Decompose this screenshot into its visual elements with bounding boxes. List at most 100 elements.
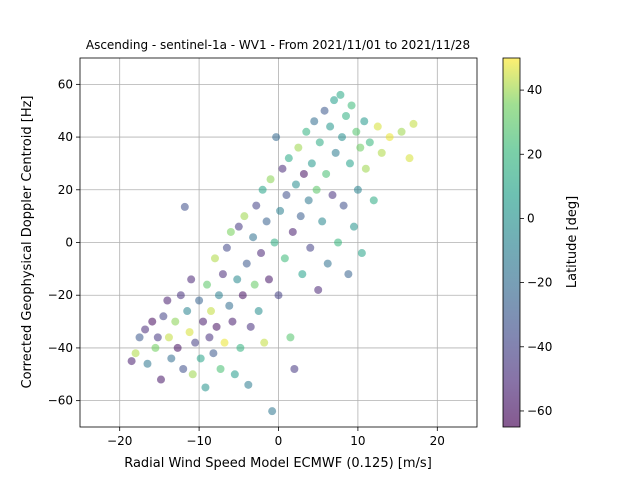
scatter-point	[339, 201, 348, 210]
scatter-point	[195, 296, 204, 305]
scatter-point	[236, 343, 245, 352]
scatter-point	[218, 270, 227, 279]
scatter-point	[294, 143, 303, 152]
scatter-point	[320, 106, 329, 115]
scatter-point	[183, 307, 192, 316]
scatter-point	[274, 291, 283, 300]
scatter-point	[252, 201, 261, 210]
colorbar-tick-label: −60	[527, 404, 552, 418]
y-tick-label: −60	[48, 394, 73, 408]
scatter-point	[369, 196, 378, 205]
chart-title: Ascending - sentinel-1a - WV1 - From 202…	[86, 38, 470, 52]
scatter-point	[171, 317, 180, 326]
y-tick-label: 40	[58, 130, 73, 144]
scatter-point	[212, 322, 221, 331]
scatter-point	[397, 127, 406, 136]
scatter-point	[244, 380, 253, 389]
scatter-point	[347, 101, 356, 110]
scatter-point	[331, 148, 340, 157]
scatter-point	[330, 96, 339, 105]
scatter-point	[314, 285, 323, 294]
scatter-point	[323, 259, 332, 268]
scatter-point	[290, 365, 299, 374]
scatter-point	[266, 175, 275, 184]
scatter-point	[216, 365, 225, 374]
scatter-point	[291, 180, 300, 189]
scatter-point	[272, 133, 281, 142]
scatter-point	[334, 238, 343, 247]
scatter-point	[357, 249, 366, 258]
colorbar-label: Latitude [deg]	[565, 196, 580, 288]
scatter-point	[373, 122, 382, 131]
scatter-point	[352, 127, 361, 136]
y-tick-label: −20	[48, 288, 73, 302]
scatter-point	[201, 383, 210, 392]
scatter-point	[322, 169, 331, 178]
scatter-point	[187, 275, 196, 284]
scatter-point	[264, 275, 273, 284]
scatter-point	[176, 291, 185, 300]
colorbar-tick-label: −40	[527, 340, 552, 354]
x-tick-label: 0	[275, 434, 283, 448]
scatter-point	[312, 185, 321, 194]
scatter-point	[242, 259, 251, 268]
scatter-point	[225, 301, 234, 310]
scatter-point	[345, 159, 354, 168]
scatter-point	[173, 343, 182, 352]
scatter-point	[326, 122, 335, 131]
scatter-point	[385, 133, 394, 142]
scatter-point	[151, 343, 160, 352]
scatter-point	[349, 222, 358, 231]
scatter-point	[306, 243, 315, 252]
scatter-point	[254, 307, 263, 316]
scatter-point	[234, 222, 243, 231]
scatter-point	[131, 349, 140, 358]
scatter-point	[360, 117, 369, 126]
scatter-point	[199, 317, 208, 326]
x-tick-label: 10	[350, 434, 365, 448]
scatter-point	[299, 169, 308, 178]
scatter-point	[127, 357, 136, 366]
scatter-point	[226, 227, 235, 236]
scatter-point	[262, 217, 271, 226]
scatter-point	[220, 338, 229, 347]
colorbar-tick-label: 0	[527, 211, 535, 225]
scatter-point	[344, 270, 353, 279]
scatter-point	[278, 164, 287, 173]
scatter-point	[336, 90, 345, 99]
scatter-point	[203, 280, 212, 289]
scatter-point	[148, 317, 157, 326]
scatter-point	[257, 249, 266, 258]
scatter-point	[240, 212, 249, 221]
scatter-point	[185, 328, 194, 337]
scatter-point	[280, 254, 289, 263]
scatter-point	[135, 333, 144, 342]
scatter-point	[328, 191, 337, 200]
y-axis-label: Corrected Geophysical Doppler Centroid […	[20, 95, 35, 388]
scatter-point	[153, 333, 162, 342]
colorbar	[502, 57, 521, 428]
scatter-point	[365, 138, 374, 147]
scatter-point	[141, 325, 150, 334]
scatter-point	[180, 202, 189, 211]
colorbar-tick-label: 20	[527, 147, 542, 161]
scatter-point	[377, 148, 386, 157]
scatter-point	[156, 375, 165, 384]
scatter-point	[230, 370, 239, 379]
scatter-point	[191, 338, 200, 347]
colorbar-ticks: −60 −40 −20 0 20 40	[520, 83, 552, 418]
scatter-point	[315, 138, 324, 147]
scatter-point	[310, 117, 319, 126]
scatter-point	[209, 349, 218, 358]
x-tick-label: −10	[186, 434, 211, 448]
colorbar-tick-label: −20	[527, 276, 552, 290]
scatter-point	[338, 133, 347, 142]
y-tick-label: 60	[58, 77, 73, 91]
scatter-point	[164, 333, 173, 342]
scatter-point	[205, 333, 214, 342]
scatter-point	[228, 317, 237, 326]
scatter-point	[260, 338, 269, 347]
scatter-point	[250, 280, 259, 289]
scatter-point	[304, 196, 313, 205]
